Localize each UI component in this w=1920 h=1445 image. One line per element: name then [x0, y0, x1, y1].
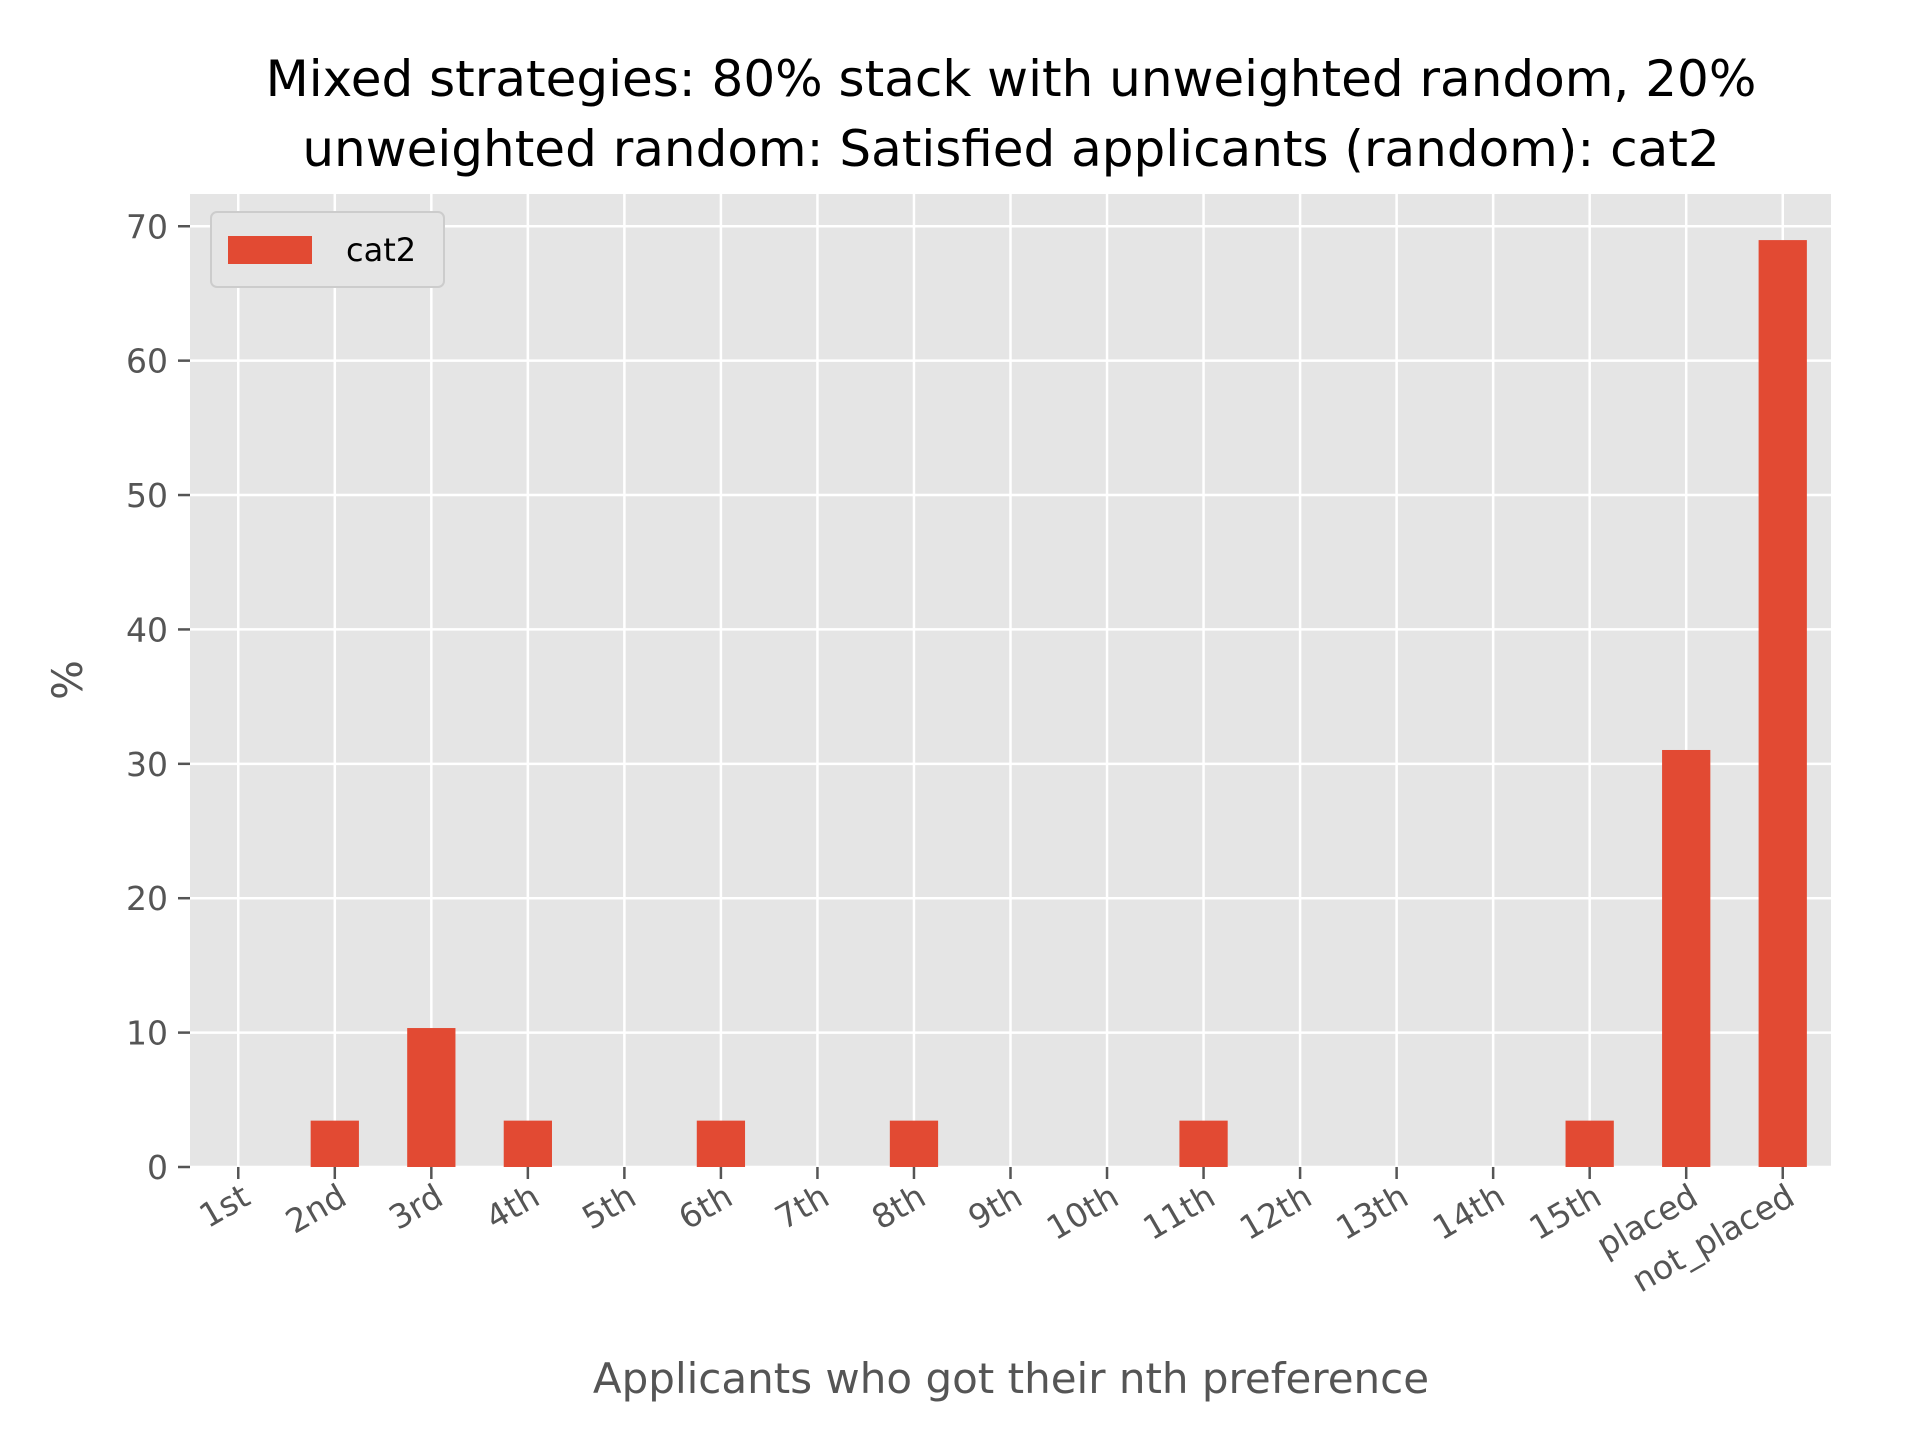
bar: [407, 1028, 456, 1167]
gridlines: [190, 194, 1831, 1169]
legend-box: [210, 211, 445, 288]
x-axis-label: Applicants who got their nth preference: [593, 1354, 1429, 1403]
y-tick-label: 30: [126, 745, 168, 784]
bar: [696, 1120, 746, 1167]
legend-swatch-cat2: [228, 236, 312, 264]
y-tick-label: 10: [126, 1014, 168, 1053]
y-tick-label: 20: [126, 879, 168, 918]
y-tick-label: 0: [147, 1148, 168, 1187]
bars: [310, 240, 1807, 1167]
y-tick-label: 60: [126, 342, 168, 381]
chart-title-line-2: unweighted random: Satisfied applicants …: [302, 120, 1719, 178]
bar: [1179, 1120, 1228, 1167]
bar: [1565, 1120, 1614, 1167]
legend-label-cat2: cat2: [346, 231, 416, 269]
chart-title-line-1: Mixed strategies: 80% stack with unweigh…: [266, 50, 1757, 108]
bar: [1758, 240, 1807, 1167]
y-tick-label: 50: [126, 476, 168, 515]
bar: [889, 1120, 939, 1167]
legend: cat2: [210, 211, 445, 288]
y-axis-label: %: [43, 660, 92, 700]
y-tick-label: 70: [126, 207, 168, 246]
bar: [310, 1120, 359, 1167]
bar: [1662, 749, 1711, 1167]
bar: [503, 1120, 552, 1167]
y-tick-label: 40: [126, 610, 168, 649]
